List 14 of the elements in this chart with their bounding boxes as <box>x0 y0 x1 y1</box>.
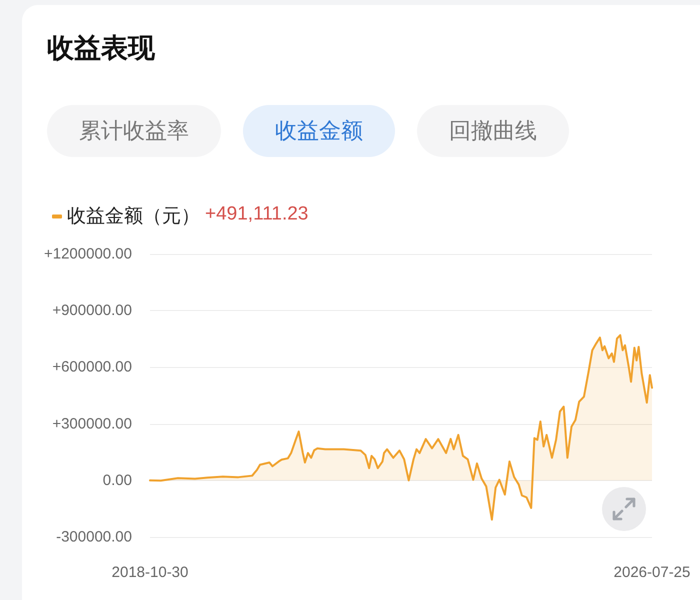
tab-button: 累计收益率 <box>47 105 221 157</box>
text: +491,111.23 <box>205 204 308 224</box>
legend-label: 收益金额（元） <box>67 205 200 227</box>
y-tick-label: +600000.00 <box>52 358 132 376</box>
y-tick-label: +1200000.00 <box>44 246 132 262</box>
y-tick-label: +900000.00 <box>52 302 132 320</box>
x-tick-label: 2026-07-25 <box>614 564 690 581</box>
chart-title: 收益表现 <box>47 32 155 65</box>
y-tick-label: +300000.00 <box>52 415 132 432</box>
x-tick-label: 2018-10-30 <box>112 564 188 581</box>
tab-button: 收益金额 <box>243 105 395 157</box>
y-tick-label: 0.00 <box>102 472 132 489</box>
tab-button: 回撤曲线 <box>417 105 569 157</box>
y-tick-label: -300000.00 <box>56 528 132 546</box>
